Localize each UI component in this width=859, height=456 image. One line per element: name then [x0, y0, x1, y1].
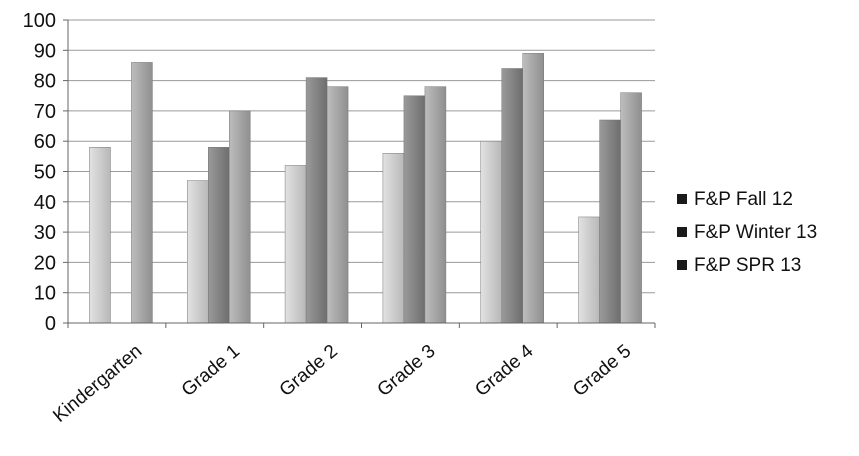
y-tick-label: 20: [34, 252, 56, 274]
y-tick-label: 90: [34, 40, 56, 62]
bar-5-0: [578, 216, 600, 324]
y-tick-label: 30: [34, 222, 56, 244]
bar-3-0: [382, 153, 405, 324]
bar-4-2: [522, 53, 544, 324]
bar-1-1: [208, 147, 230, 324]
gridlines: [68, 19, 655, 294]
y-tick-label: 80: [34, 71, 56, 93]
bar-4-1: [501, 68, 523, 324]
x-tick-label: Grade 1: [178, 341, 244, 401]
y-tick-label: 50: [34, 162, 56, 184]
legend-swatch: [677, 260, 687, 270]
bar-2-2: [326, 86, 349, 324]
legend-entry: F&P Winter 13: [694, 222, 817, 243]
x-axis-ticks: Kindergarten Grade 1 Grade 2 Grade 3 Grade 4…: [49, 340, 635, 426]
bar-4-0: [480, 140, 502, 324]
x-tick-label: Grade 4: [471, 340, 537, 400]
y-tick-label: 40: [34, 192, 56, 214]
y-tick-label: 70: [34, 101, 56, 123]
bars: [89, 53, 642, 324]
legend-swatch: [677, 227, 687, 237]
bar-0-0: [89, 147, 111, 324]
y-tick-label: 100: [23, 10, 56, 32]
bar-1-0: [187, 180, 209, 324]
x-tick-label: Grade 2: [276, 341, 342, 401]
y-tick-label: 0: [45, 313, 56, 335]
bar-2-1: [305, 77, 328, 324]
bar-3-2: [424, 86, 447, 324]
x-tick-label: Grade 3: [374, 341, 440, 401]
y-tick-label: 10: [34, 283, 56, 305]
legend: F&P Fall 12 F&P Winter 13 F&P SPR 13: [677, 189, 817, 276]
axes: [63, 19, 656, 328]
x-tick-label: Kindergarten: [49, 341, 146, 427]
bar-5-2: [620, 92, 642, 324]
bar-0-2: [131, 62, 153, 324]
legend-entry: F&P SPR 13: [694, 255, 801, 276]
bar-2-0: [284, 165, 307, 324]
x-tick-label: Grade 5: [569, 341, 635, 401]
y-tick-label: 60: [34, 131, 56, 153]
bar-3-1: [403, 95, 426, 324]
bar-1-2: [229, 110, 251, 324]
bar-5-1: [599, 119, 621, 324]
y-axis-ticks: 0 10 20 30 40 50 60 70 80 90 100: [23, 10, 56, 335]
legend-swatch: [677, 194, 687, 204]
legend-entry: F&P Fall 12: [694, 189, 793, 210]
